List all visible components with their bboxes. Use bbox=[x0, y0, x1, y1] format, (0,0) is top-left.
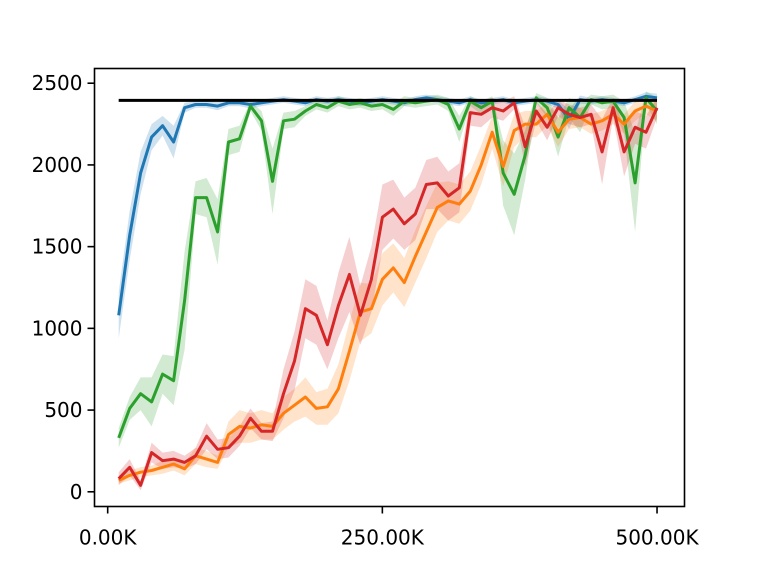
y-tick-label: 2000 bbox=[32, 153, 83, 177]
series-3-line bbox=[118, 104, 658, 482]
y-tick-label: 1000 bbox=[32, 316, 83, 340]
y-tick-label: 2500 bbox=[32, 71, 83, 95]
series-4-band bbox=[118, 96, 657, 491]
plot-frame bbox=[93, 67, 686, 508]
series-3-band bbox=[118, 97, 657, 484]
x-axis: 0.00K 250.00K 500.00K bbox=[79, 506, 699, 550]
y-axis: 0 500 1000 1500 2000 2500 bbox=[32, 71, 95, 504]
y-tick-label: 500 bbox=[44, 398, 82, 422]
confidence-bands bbox=[118, 91, 657, 491]
x-tick-label: 0.00K bbox=[79, 526, 138, 550]
x-tick-label: 500.00K bbox=[615, 526, 699, 550]
y-tick-label: 0 bbox=[70, 480, 83, 504]
x-tick-label: 250.00K bbox=[341, 526, 425, 550]
series-4-line bbox=[117, 101, 659, 487]
y-tick-label: 1500 bbox=[32, 235, 83, 259]
series-2-band bbox=[118, 91, 657, 448]
